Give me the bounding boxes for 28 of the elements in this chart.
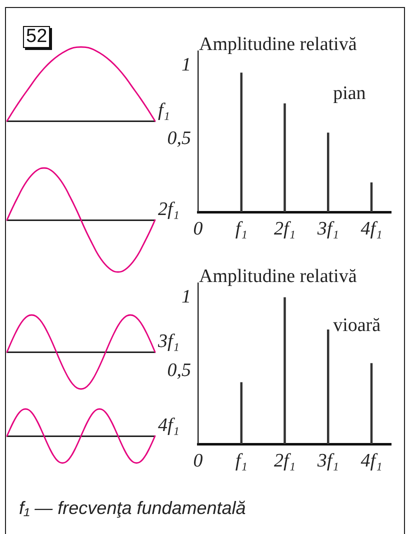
x-tick-label: 0 — [193, 218, 204, 240]
x-tick-label: 2f₁ — [274, 218, 296, 240]
y-axis-title: Amplitudine relativă — [199, 266, 358, 287]
annotation: 52 — [23, 26, 50, 48]
series-label: pian — [333, 83, 366, 104]
bar — [240, 382, 242, 444]
x-tick-label: 2f₁ — [274, 450, 296, 472]
x-tick-label: 3f₁ — [316, 450, 339, 472]
y-tick-label: 0,5 — [167, 128, 191, 149]
text: f₁ — frecvenţa fundamentală — [19, 497, 246, 519]
y-tick-label: 1 — [182, 54, 191, 76]
y-axis-title: Amplitudine relativă — [199, 34, 358, 55]
series-label: vioară — [333, 315, 382, 336]
x-tick-label: 0 — [193, 450, 204, 472]
x-tick-label: 4f₁ — [360, 450, 382, 472]
bar — [240, 72, 242, 212]
series-label: 2f₁ — [158, 199, 180, 220]
x-tick-label: f₁ — [235, 218, 248, 240]
x-tick-label: 4f₁ — [360, 218, 382, 240]
series-label: 4f₁ — [158, 415, 180, 436]
y-tick-label: 0,5 — [167, 360, 191, 381]
y-tick-label: 1 — [182, 286, 191, 308]
bar — [284, 297, 286, 444]
x-tick-label: 3f₁ — [316, 218, 339, 240]
series-label: 3f₁ — [157, 331, 180, 352]
series-label: f₁ — [158, 100, 170, 121]
x-tick-label: f₁ — [235, 450, 248, 472]
bar — [284, 103, 286, 212]
